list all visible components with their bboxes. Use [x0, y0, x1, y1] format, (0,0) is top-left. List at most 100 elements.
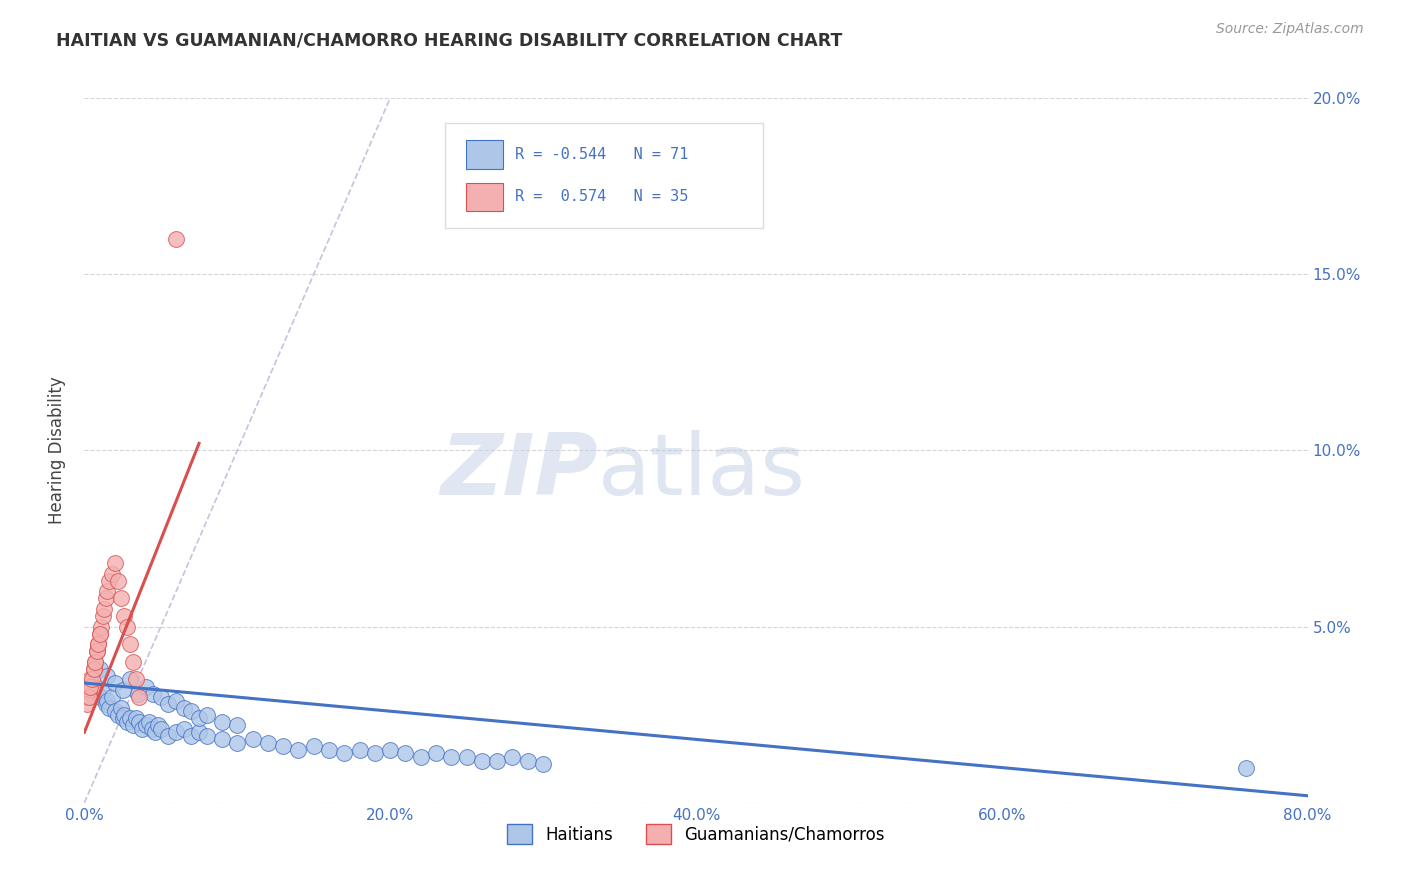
- Point: [188, 725, 211, 739]
- Point: [165, 693, 187, 707]
- Point: [226, 718, 249, 732]
- Point: [84, 655, 107, 669]
- Point: [149, 690, 172, 705]
- Point: [115, 619, 138, 633]
- Point: [349, 743, 371, 757]
- Point: [94, 591, 117, 606]
- Point: [425, 747, 447, 761]
- Point: [1236, 760, 1258, 774]
- Point: [112, 707, 135, 722]
- Point: [173, 722, 195, 736]
- Point: [125, 673, 148, 687]
- Point: [211, 732, 233, 747]
- Point: [94, 697, 117, 711]
- FancyBboxPatch shape: [446, 123, 763, 228]
- Point: [80, 673, 103, 687]
- Point: [502, 750, 524, 764]
- Point: [80, 680, 103, 694]
- Point: [76, 690, 98, 705]
- Point: [110, 591, 132, 606]
- Point: [76, 697, 98, 711]
- Point: [104, 556, 127, 570]
- FancyBboxPatch shape: [465, 183, 503, 211]
- Point: [120, 637, 142, 651]
- Point: [87, 637, 110, 651]
- Point: [141, 722, 163, 736]
- Point: [364, 747, 387, 761]
- Point: [84, 655, 107, 669]
- Point: [257, 736, 280, 750]
- Point: [86, 687, 108, 701]
- Point: [135, 718, 157, 732]
- Point: [79, 673, 101, 687]
- Point: [89, 690, 111, 705]
- Point: [318, 743, 340, 757]
- Y-axis label: Hearing Disability: Hearing Disability: [48, 376, 66, 524]
- Point: [142, 687, 165, 701]
- Point: [89, 662, 111, 676]
- Point: [531, 757, 554, 772]
- Point: [195, 729, 218, 743]
- Point: [89, 626, 111, 640]
- Point: [135, 680, 157, 694]
- Point: [165, 232, 187, 246]
- Point: [471, 754, 494, 768]
- Point: [115, 714, 138, 729]
- Point: [77, 690, 100, 705]
- Point: [96, 584, 118, 599]
- Point: [271, 739, 294, 754]
- Point: [394, 747, 416, 761]
- Point: [188, 711, 211, 725]
- Point: [86, 644, 108, 658]
- Legend: Haitians, Guamanians/Chamorros: Haitians, Guamanians/Chamorros: [501, 817, 891, 851]
- Point: [122, 655, 145, 669]
- Point: [287, 743, 309, 757]
- Point: [79, 680, 101, 694]
- Point: [180, 704, 202, 718]
- Text: atlas: atlas: [598, 430, 806, 513]
- Point: [107, 707, 129, 722]
- Point: [111, 711, 134, 725]
- Point: [96, 669, 118, 683]
- Point: [302, 739, 325, 754]
- Point: [101, 690, 124, 705]
- Point: [110, 700, 132, 714]
- Point: [111, 683, 134, 698]
- Point: [90, 619, 112, 633]
- Point: [104, 704, 127, 718]
- Point: [80, 680, 103, 694]
- Point: [104, 676, 127, 690]
- Point: [91, 609, 114, 624]
- Point: [120, 673, 142, 687]
- Point: [120, 711, 142, 725]
- Point: [93, 602, 115, 616]
- Point: [101, 566, 124, 581]
- Point: [127, 687, 149, 701]
- Point: [112, 609, 135, 624]
- Point: [149, 722, 172, 736]
- Point: [165, 725, 187, 739]
- Point: [83, 662, 105, 676]
- Point: [456, 750, 478, 764]
- Point: [380, 743, 402, 757]
- Point: [91, 683, 114, 698]
- Point: [195, 707, 218, 722]
- Point: [131, 722, 153, 736]
- Point: [516, 754, 538, 768]
- Point: [226, 736, 249, 750]
- Point: [138, 714, 160, 729]
- Text: R = -0.544   N = 71: R = -0.544 N = 71: [515, 147, 689, 162]
- Point: [242, 732, 264, 747]
- Point: [122, 718, 145, 732]
- Point: [211, 714, 233, 729]
- Point: [486, 754, 509, 768]
- FancyBboxPatch shape: [465, 140, 503, 169]
- Point: [409, 750, 432, 764]
- Text: HAITIAN VS GUAMANIAN/CHAMORRO HEARING DISABILITY CORRELATION CHART: HAITIAN VS GUAMANIAN/CHAMORRO HEARING DI…: [56, 31, 842, 49]
- Point: [128, 714, 150, 729]
- Point: [157, 697, 180, 711]
- Point: [143, 725, 166, 739]
- Point: [146, 718, 169, 732]
- Point: [180, 729, 202, 743]
- Point: [97, 574, 120, 588]
